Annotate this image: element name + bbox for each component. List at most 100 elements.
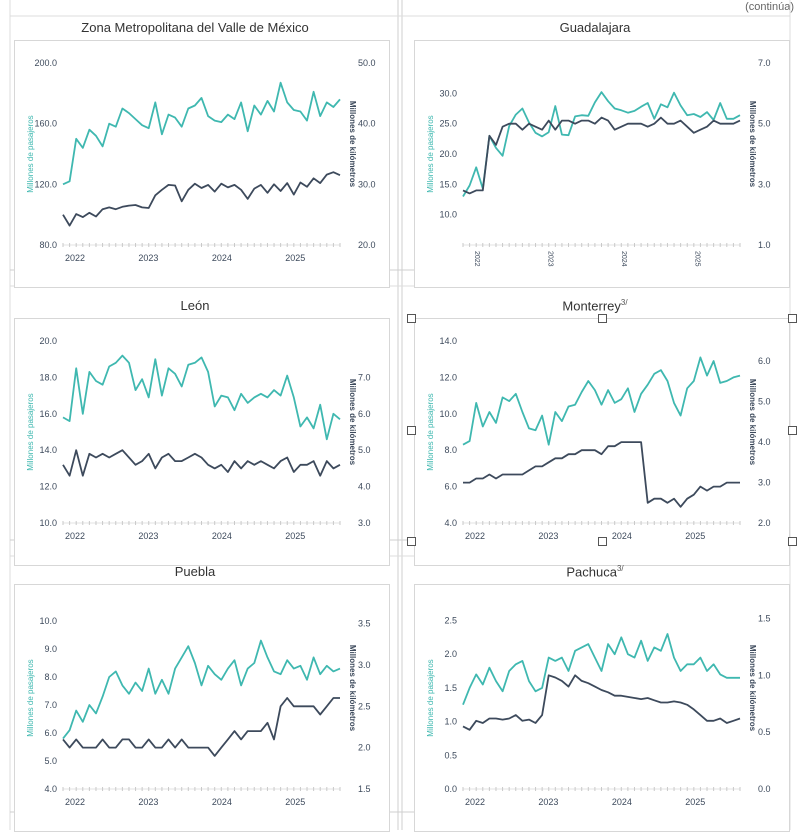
y-right-tick-label: 40.0 <box>358 119 376 129</box>
series-line-kilometers <box>62 697 340 757</box>
y-right-tick-label: 3.0 <box>358 518 371 528</box>
line-chart-guadalajara: 10.0 15.0 20.0 25.0 30.0 1.0 3.0 5.0 7.0 Millones… <box>426 58 771 267</box>
resize-handle-top-right[interactable] <box>788 314 797 323</box>
y-left-tick-label: 10.0 <box>39 518 57 528</box>
y-right-axis-title: Millones de kilómetros <box>348 645 357 732</box>
y-right-tick-label: 50.0 <box>358 58 376 68</box>
y-right-tick-label: 4.0 <box>358 482 371 492</box>
panel-title: Pachuca3/ <box>566 564 624 580</box>
resize-handle-top-center[interactable] <box>598 314 607 323</box>
panel-title: Monterrey3/ <box>562 298 628 314</box>
y-left-tick-label: 8.0 <box>44 672 57 682</box>
resize-handle-bottom-center[interactable] <box>598 537 607 546</box>
y-right-tick-label: 1.0 <box>758 240 771 250</box>
y-right-tick-label: 2.5 <box>358 701 371 711</box>
x-tick-label: 2022 <box>65 797 85 807</box>
y-left-tick-label: 1.5 <box>444 683 457 693</box>
y-right-tick-label: 2.0 <box>758 518 771 528</box>
y-left-axis-title: Millones de pasajeros <box>426 659 435 736</box>
y-right-tick-label: 6.0 <box>758 356 771 366</box>
y-right-tick-label: 3.5 <box>358 619 371 629</box>
y-left-tick-label: 200.0 <box>34 58 57 68</box>
panel-title: Guadalajara <box>559 20 631 35</box>
line-chart-puebla: 4.0 5.0 6.0 7.0 8.0 9.0 10.0 1.5 2.0 2.5 3.0 3.5 Mil… <box>26 616 371 807</box>
y-left-tick-label: 10.0 <box>439 210 457 220</box>
chart-box: 4.0 6.0 8.0 10.0 12.0 14.0 2.0 3.0 4.0 5.0 6.0 Mill… <box>414 318 790 566</box>
y-left-axis-title: Millones de pasajeros <box>426 393 435 470</box>
series-line-passengers <box>462 91 741 197</box>
y-left-tick-label: 14.0 <box>39 445 57 455</box>
y-left-tick-label: 20.0 <box>439 149 457 159</box>
y-left-tick-label: 4.0 <box>444 518 457 528</box>
resize-handle-top-left[interactable] <box>407 314 416 323</box>
x-axis <box>62 787 341 791</box>
y-left-tick-label: 18.0 <box>39 372 57 382</box>
chart-box: 10.0 15.0 20.0 25.0 30.0 1.0 3.0 5.0 7.0 Millones… <box>414 40 790 288</box>
x-tick-label: 2022 <box>65 531 85 541</box>
resize-handle-middle-left[interactable] <box>407 426 416 435</box>
series-line-passengers <box>62 81 341 186</box>
x-axis <box>62 243 341 247</box>
chart-box: 4.0 5.0 6.0 7.0 8.0 9.0 10.0 1.5 2.0 2.5 3.0 3.5 Mil… <box>14 584 390 832</box>
y-right-axis-title: Millones de kilómetros <box>748 101 757 188</box>
x-tick-label: 2023 <box>538 797 558 807</box>
x-tick-label: 2024 <box>612 797 632 807</box>
y-right-tick-label: 0.5 <box>758 727 771 737</box>
x-axis <box>462 243 741 247</box>
series-line-passengers <box>462 633 740 706</box>
x-tick-label: 2024 <box>212 797 232 807</box>
x-tick-label: 2023 <box>138 797 158 807</box>
x-axis <box>62 521 341 525</box>
y-left-tick-label: 15.0 <box>439 179 457 189</box>
series-line-passengers <box>62 639 341 740</box>
x-tick-label: 2022 <box>473 251 480 267</box>
y-left-tick-label: 10.0 <box>439 409 457 419</box>
panel-leon: León 10.0 12.0 14.0 16.0 18.0 20.0 3.0 4.0 5.0 6.… <box>0 298 390 566</box>
y-right-axis-title: Millones de kilómetros <box>348 379 357 466</box>
x-tick-label: 2024 <box>612 531 632 541</box>
series-line-kilometers <box>462 674 741 731</box>
y-right-tick-label: 4.0 <box>758 437 771 447</box>
x-tick-label: 2023 <box>138 253 158 263</box>
x-tick-label: 2023 <box>538 531 558 541</box>
x-tick-label: 2025 <box>685 531 705 541</box>
y-right-tick-label: 1.5 <box>758 613 771 623</box>
y-left-tick-label: 6.0 <box>444 482 457 492</box>
y-left-tick-label: 30.0 <box>439 88 457 98</box>
y-left-tick-label: 6.0 <box>44 728 57 738</box>
y-left-tick-label: 5.0 <box>44 756 57 766</box>
y-left-axis-title: Millones de pasajeros <box>26 393 35 470</box>
chart-box: 10.0 12.0 14.0 16.0 18.0 20.0 3.0 4.0 5.0 6.0 7.0 M… <box>14 318 390 566</box>
x-axis <box>462 521 741 525</box>
y-left-tick-label: 120.0 <box>34 179 57 189</box>
panel-title: Puebla <box>174 564 216 579</box>
line-chart-leon: 10.012.014.016.018.020.03.04.05.06.07.0M… <box>26 336 371 541</box>
y-right-axis-title: Millones de kilómetros <box>748 379 757 466</box>
y-right-tick-label: 5.0 <box>358 445 371 455</box>
resize-handle-bottom-right[interactable] <box>788 537 797 546</box>
y-left-axis-title: Millones de pasajeros <box>26 659 35 736</box>
y-left-axis-title: Millones de pasajeros <box>26 115 35 192</box>
x-tick-label: 2023 <box>546 251 553 267</box>
y-right-tick-label: 7.0 <box>758 58 771 68</box>
y-right-tick-label: 1.5 <box>358 784 371 794</box>
y-left-tick-label: 10.0 <box>39 616 57 626</box>
series-line-kilometers <box>463 441 740 508</box>
y-left-tick-label: 0.0 <box>444 784 457 794</box>
series-line-passengers <box>62 354 341 441</box>
y-left-tick-label: 20.0 <box>39 336 57 346</box>
y-right-tick-label: 5.0 <box>758 397 771 407</box>
x-tick-label: 2025 <box>685 797 705 807</box>
line-chart-zmvm: 80.0 120.0 160.0 200.0 20.0 30.0 40.0 50.0 Millo… <box>26 58 376 263</box>
resize-handle-middle-right[interactable] <box>788 426 797 435</box>
x-tick-label: 2024 <box>212 253 232 263</box>
panel-guadalajara: Guadalajara 10.0 15.0 20.0 25.0 30.0 1.0 3.0 5.… <box>400 20 790 288</box>
x-tick-label: 2022 <box>465 797 485 807</box>
y-left-tick-label: 0.5 <box>444 750 457 760</box>
continuation-note: (continúa) <box>745 1 794 13</box>
y-left-tick-label: 8.0 <box>444 445 457 455</box>
resize-handle-bottom-left[interactable] <box>407 537 416 546</box>
y-right-tick-label: 3.0 <box>358 660 371 670</box>
y-left-tick-label: 25.0 <box>439 119 457 129</box>
y-right-tick-label: 30.0 <box>358 179 376 189</box>
